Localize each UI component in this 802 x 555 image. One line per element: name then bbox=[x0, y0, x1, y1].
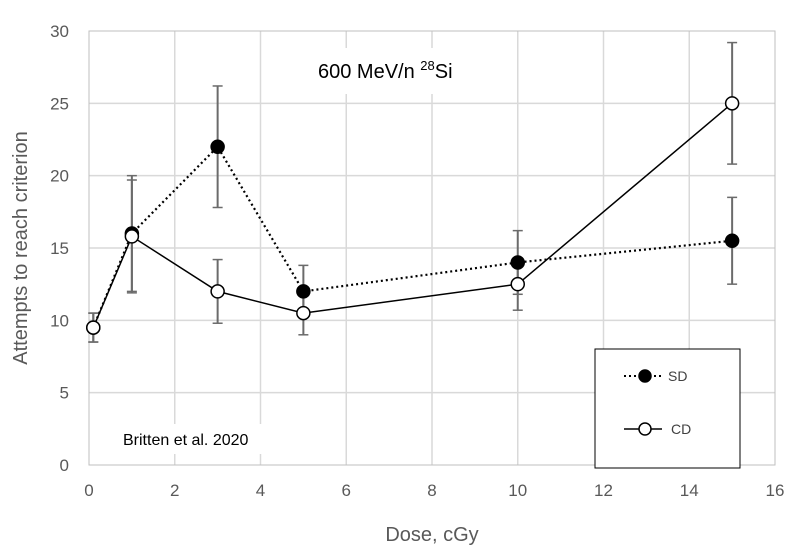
x-tick-label: 16 bbox=[766, 481, 785, 500]
data-point-cd bbox=[210, 284, 225, 299]
y-tick-label: 15 bbox=[50, 239, 69, 258]
y-axis-title: Attempts to reach criterion bbox=[10, 131, 32, 364]
annotation-bg bbox=[116, 424, 306, 454]
legend-sd-label: SD bbox=[668, 368, 687, 384]
plot-area-frame bbox=[88, 30, 776, 466]
y-tick-label: 10 bbox=[50, 311, 69, 330]
data-point-sd bbox=[724, 233, 740, 249]
y-tick-label: 20 bbox=[50, 167, 69, 186]
legend-sd-marker bbox=[638, 369, 652, 383]
series-markers bbox=[86, 96, 740, 335]
title-background bbox=[300, 48, 500, 94]
y-tick-label: 5 bbox=[60, 384, 69, 403]
series-line-sd bbox=[92, 144, 733, 328]
chart-title: 600 MeV/n 28Si bbox=[318, 58, 453, 83]
x-tick-label: 0 bbox=[84, 481, 93, 500]
y-tick-label: 0 bbox=[60, 456, 69, 475]
x-tick-label: 4 bbox=[256, 481, 265, 500]
legend-cd-marker bbox=[638, 422, 652, 436]
data-point-sd bbox=[510, 255, 525, 270]
data-point-cd bbox=[86, 320, 101, 335]
title-bg bbox=[300, 48, 500, 94]
annotation-text: Britten et al. 2020 bbox=[123, 432, 249, 449]
legend-cd-label: CD bbox=[671, 421, 691, 437]
data-point-sd bbox=[210, 139, 225, 154]
series-line-cd bbox=[92, 102, 733, 328]
data-point-sd bbox=[296, 284, 311, 299]
legend-box bbox=[594, 348, 741, 469]
y-tick-label: 25 bbox=[50, 94, 69, 113]
data-point-cd bbox=[296, 305, 311, 321]
chart-title-tail: Si bbox=[435, 61, 453, 83]
legend: SD CD bbox=[594, 348, 741, 469]
x-tick-label: 14 bbox=[680, 481, 699, 500]
y-tick-label: 30 bbox=[50, 22, 69, 41]
x-tick-label: 12 bbox=[594, 481, 613, 500]
data-point-cd bbox=[124, 229, 140, 244]
x-tick-labels: 0 2 4 6 8 10 12 14 16 bbox=[84, 481, 784, 500]
y-tick-labels: 0 5 10 15 20 25 30 bbox=[50, 22, 69, 475]
x-tick-label: 8 bbox=[427, 481, 436, 500]
x-axis-title: Dose, cGy bbox=[385, 524, 478, 546]
chart-title-main: 600 MeV/n bbox=[318, 61, 420, 83]
x-tick-label: 2 bbox=[170, 481, 179, 500]
data-point-cd bbox=[510, 276, 525, 292]
series-lines bbox=[92, 102, 733, 328]
x-tick-label: 6 bbox=[342, 481, 351, 500]
data-point-cd bbox=[724, 96, 740, 111]
chart-title-superscript: 28 bbox=[420, 58, 434, 73]
x-tick-label: 10 bbox=[508, 481, 527, 500]
